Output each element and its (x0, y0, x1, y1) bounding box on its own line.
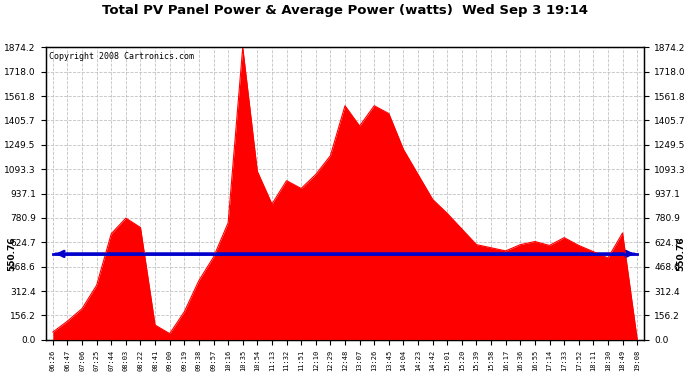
Text: Copyright 2008 Cartronics.com: Copyright 2008 Cartronics.com (48, 52, 193, 61)
Text: Total PV Panel Power & Average Power (watts)  Wed Sep 3 19:14: Total PV Panel Power & Average Power (wa… (102, 4, 588, 17)
Text: 550.76: 550.76 (8, 237, 17, 271)
Text: 550.76: 550.76 (676, 237, 685, 271)
